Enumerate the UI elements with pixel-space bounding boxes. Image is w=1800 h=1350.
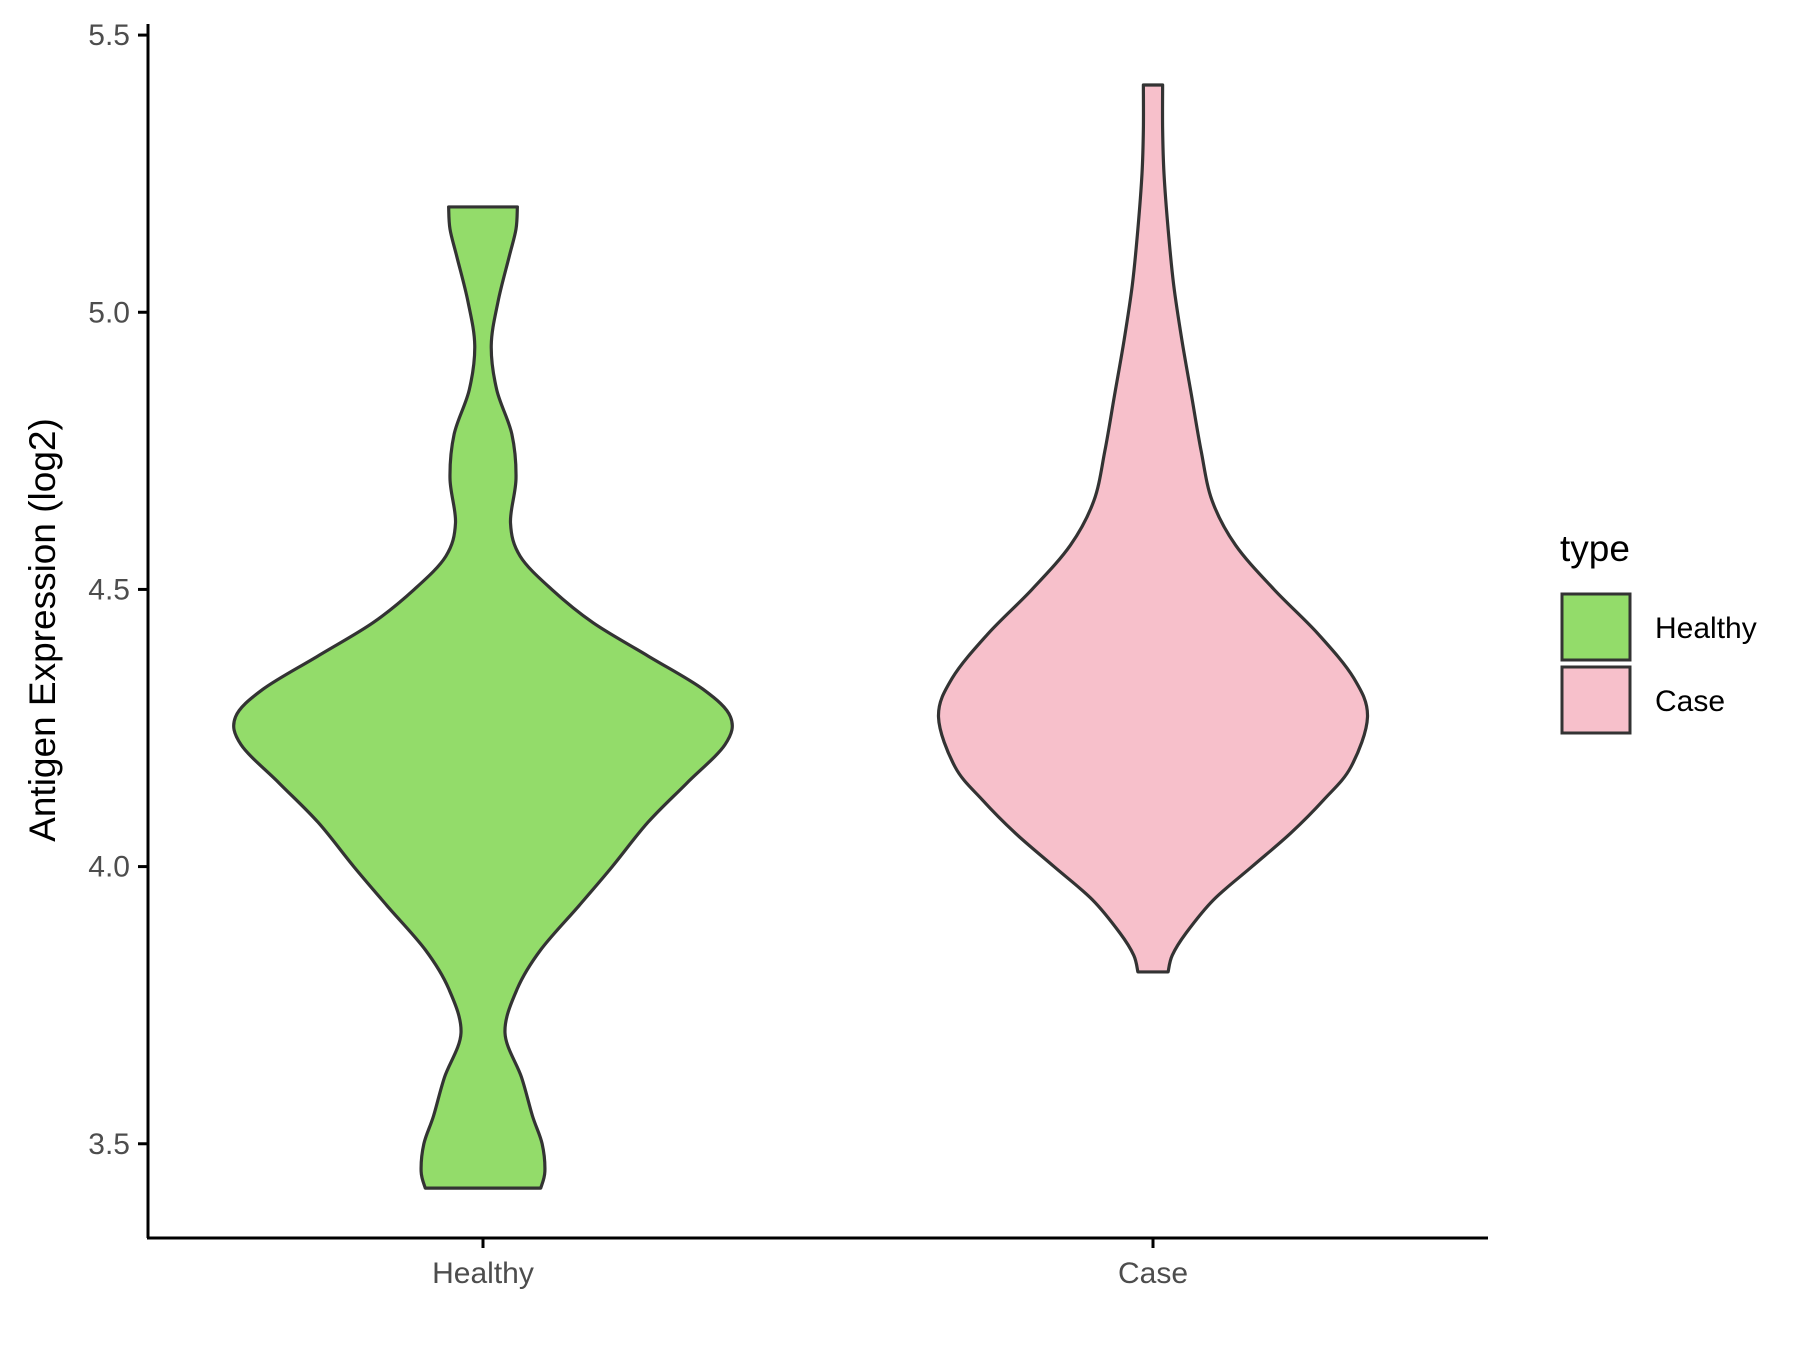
x-axis-ticks: Healthy Case [432,1238,1188,1290]
y-axis-ticks: 3.5 4.0 4.5 5.0 5.5 [88,19,148,1161]
violin-case [936,83,1370,974]
x-tick-label: Case [1118,1257,1188,1290]
violin-healthy [232,205,734,1190]
y-tick-label: 5.0 [88,296,130,329]
legend-swatch-healthy [1560,592,1632,662]
legend-title: type [1560,528,1630,569]
y-tick-label: 4.5 [88,573,130,606]
y-tick-label: 4.0 [88,851,130,884]
legend-label-healthy: Healthy [1655,612,1757,645]
violins-layer [232,83,1370,1190]
y-tick-label: 3.5 [88,1128,130,1161]
legend-swatch-case [1560,665,1632,735]
legend: type Healthy Case [1560,528,1757,735]
legend-label-case: Case [1655,685,1725,718]
legend-items: Healthy Case [1560,592,1757,735]
y-tick-label: 5.5 [88,19,130,52]
x-tick-label: Healthy [432,1257,534,1290]
y-axis-title: Antigen Expression (log2) [22,418,63,842]
